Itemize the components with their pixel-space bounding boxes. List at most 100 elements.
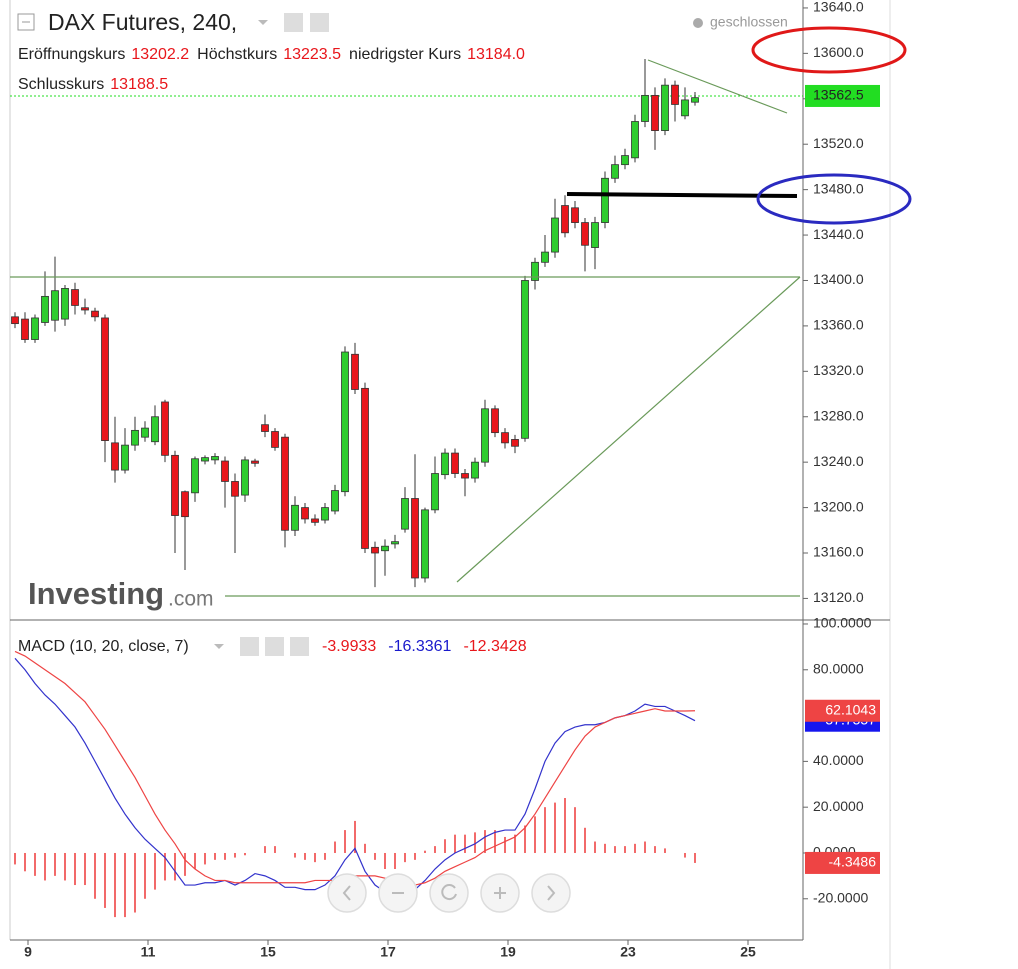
readout-value: -12.3428 <box>463 638 526 655</box>
candle-body <box>251 460 259 464</box>
candle-body <box>481 408 489 463</box>
candle-body <box>231 481 239 497</box>
candle-body <box>651 94 659 131</box>
scroll-left-button[interactable] <box>327 873 367 913</box>
candle-body <box>131 429 139 446</box>
candle-body <box>201 457 209 462</box>
reset-button[interactable] <box>429 873 469 913</box>
y-tick-label: 13120.0 <box>813 589 864 605</box>
info-label: niedrigster Kurs <box>349 46 461 63</box>
readout-value: -16.3361 <box>388 638 451 655</box>
value-tag <box>805 699 880 722</box>
info-value: 13188.5 <box>110 76 168 93</box>
y-tick-label: 13600.0 <box>813 44 864 60</box>
candle-body <box>421 509 429 579</box>
candle-body <box>661 84 669 131</box>
status: geschlossen <box>710 14 788 30</box>
candle-body <box>461 473 469 479</box>
y-tick-label: 13320.0 <box>813 362 864 378</box>
info-value: 13223.5 <box>283 46 341 63</box>
candle-body <box>521 280 529 439</box>
y-tick-label: 13360.0 <box>813 317 864 333</box>
status-dot <box>693 18 703 28</box>
candle-body <box>281 436 289 531</box>
candle-body <box>81 307 89 311</box>
nav-icons <box>342 884 556 901</box>
candle-body <box>161 401 169 456</box>
settings-icon[interactable] <box>284 13 303 32</box>
y-tick-label: 13240.0 <box>813 453 864 469</box>
candle-body <box>491 408 499 434</box>
candle-body <box>341 351 349 493</box>
candle-body <box>511 439 519 447</box>
candle-body <box>141 427 149 438</box>
candle-body <box>391 541 399 545</box>
info-value: 13202.2 <box>131 46 189 63</box>
candle-body <box>211 456 219 461</box>
y-tick-label: 13440.0 <box>813 226 864 242</box>
candle-body <box>371 546 379 554</box>
readout-value: -3.9933 <box>322 638 376 655</box>
candle-body <box>351 353 359 390</box>
y-tick-label: 13480.0 <box>813 180 864 196</box>
candle-body <box>621 155 629 166</box>
watermark: .com <box>168 588 214 611</box>
candle-body <box>41 295 49 323</box>
indicator-title: MACD (10, 20, close, 7) <box>18 638 189 655</box>
trend-line <box>456 276 801 583</box>
candle-body <box>111 442 119 471</box>
watermark: Investing <box>28 576 164 611</box>
candle-body <box>501 432 509 444</box>
x-tick-label: 17 <box>380 944 396 960</box>
candle-body <box>191 458 199 494</box>
candle-body <box>51 290 59 321</box>
y-tick-label: 13520.0 <box>813 135 864 151</box>
info-label: Höchstkurs <box>197 46 277 63</box>
candle-body <box>451 452 459 474</box>
y-tick-label: 20.0000 <box>813 798 864 814</box>
y-tick-label: 13200.0 <box>813 498 864 514</box>
info-label: Eröffnungskurs <box>18 46 125 63</box>
x-tick-label: 15 <box>260 944 276 960</box>
candle-body <box>121 444 129 471</box>
candle-body <box>11 316 19 325</box>
candle-body <box>431 473 439 511</box>
settings-icon[interactable] <box>240 637 259 656</box>
last-price-label: 13562.5 <box>813 87 864 103</box>
x-tick-label: 23 <box>620 944 636 960</box>
candle-body <box>571 207 579 223</box>
candle-body <box>631 121 639 159</box>
candle-body <box>591 222 599 248</box>
y-tick-label: 13280.0 <box>813 407 864 423</box>
candle-body <box>181 491 189 518</box>
y-tick-label: 80.0000 <box>813 660 864 676</box>
close-icon[interactable] <box>290 637 309 656</box>
x-tick-label: 9 <box>24 944 32 960</box>
dropdown-icon[interactable] <box>214 644 224 649</box>
y-tick-label: 13160.0 <box>813 544 864 560</box>
candle-body <box>291 504 299 531</box>
dropdown-icon[interactable] <box>258 20 268 25</box>
info-label: Schlusskurs <box>18 76 104 93</box>
trend-line <box>647 59 788 114</box>
candle-body <box>581 222 589 246</box>
scroll-right-button[interactable] <box>531 873 571 913</box>
candle-body <box>681 99 689 117</box>
chart-title: DAX Futures, 240, <box>48 9 237 35</box>
y-tick-label: 40.0000 <box>813 752 864 768</box>
value-tag-label: -4.3486 <box>829 854 877 870</box>
candle-body <box>541 251 549 263</box>
collapse-icon[interactable] <box>17 13 35 31</box>
info-value: 13184.0 <box>467 46 525 63</box>
candle-body <box>271 431 279 448</box>
y-tick-label: -20.0000 <box>813 889 868 905</box>
candle-body <box>311 518 319 523</box>
candle-body <box>611 164 619 179</box>
candle-body <box>261 424 269 432</box>
settings-icon[interactable] <box>265 637 284 656</box>
x-tick-label: 19 <box>500 944 516 960</box>
candle-body <box>471 461 479 479</box>
highlight-ellipse <box>756 173 912 225</box>
settings-icon[interactable] <box>310 13 329 32</box>
